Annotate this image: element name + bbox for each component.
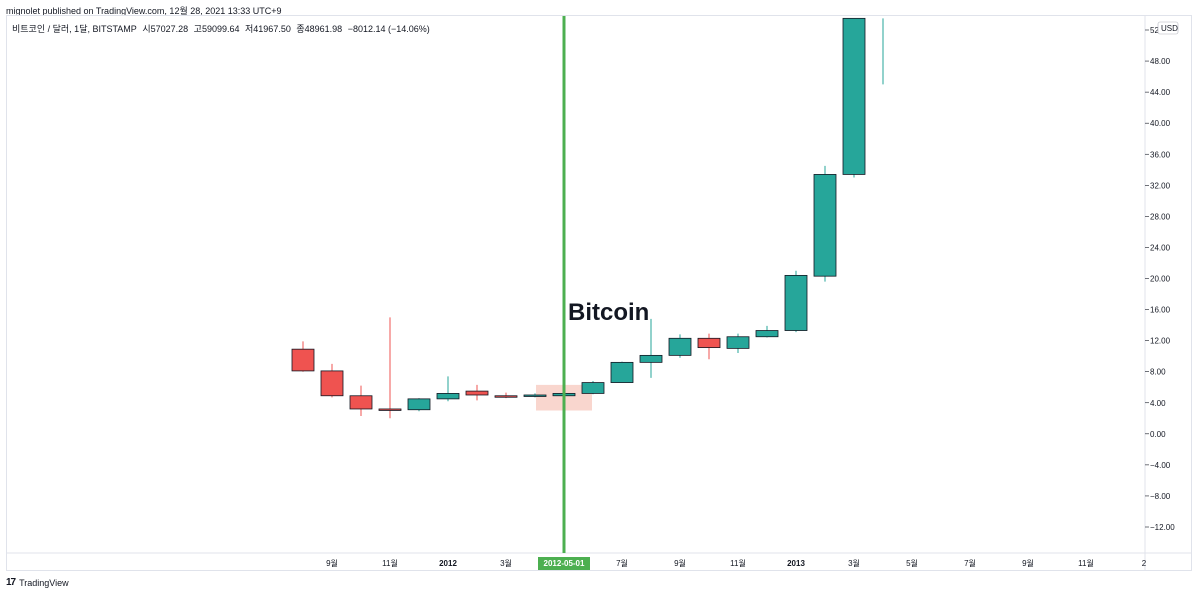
x-tick-label: 11월 bbox=[1078, 558, 1094, 568]
candle-body[interactable] bbox=[436, 393, 460, 400]
symbol-legend: 비트코인 / 달러, 1달, BITSTAMP 시57027.28 고59099… bbox=[12, 22, 433, 35]
footer-brand: TradingView bbox=[19, 577, 69, 588]
candle-body[interactable] bbox=[610, 361, 634, 383]
y-tick-label: 8.00 bbox=[1150, 368, 1166, 377]
y-tick-label: 36.00 bbox=[1150, 150, 1171, 159]
x-tick-label: 2 bbox=[1142, 559, 1147, 568]
candle-body[interactable] bbox=[291, 348, 315, 372]
candle-body[interactable] bbox=[813, 174, 837, 277]
x-tick-label: 9월 bbox=[1022, 558, 1034, 568]
tradingview-logo-icon: 17 bbox=[6, 577, 16, 588]
y-tick-label: 20.00 bbox=[1150, 275, 1171, 284]
x-tick-label: 5월 bbox=[906, 558, 918, 568]
legend-open: 시57027.28 bbox=[142, 24, 189, 34]
x-tick-label: 2012 bbox=[439, 559, 457, 568]
candle-body[interactable] bbox=[842, 17, 866, 175]
x-tick-label: 11월 bbox=[382, 558, 398, 568]
x-tick-label: 7월 bbox=[616, 558, 628, 568]
x-tick-label: 3월 bbox=[500, 558, 512, 568]
footer-branding[interactable]: 17 TradingView bbox=[6, 577, 69, 588]
legend-high: 고59099.64 bbox=[193, 24, 240, 34]
x-tick-label: 11월 bbox=[730, 558, 746, 568]
candle-body[interactable] bbox=[697, 337, 721, 349]
candle-body[interactable] bbox=[668, 337, 692, 356]
y-tick-label: 24.00 bbox=[1150, 243, 1171, 252]
crosshair-date-label: 2012-05-01 bbox=[544, 559, 585, 568]
y-tick-label: 48.00 bbox=[1150, 57, 1171, 66]
candle-body[interactable] bbox=[581, 382, 605, 394]
candle-body[interactable] bbox=[639, 354, 663, 363]
y-tick-label: 4.00 bbox=[1150, 399, 1166, 408]
candle-body[interactable] bbox=[465, 390, 489, 396]
candle-body[interactable] bbox=[755, 330, 779, 338]
candle-body[interactable] bbox=[349, 395, 373, 410]
y-tick-label: 12.00 bbox=[1150, 337, 1171, 346]
y-tick-label: 40.00 bbox=[1150, 119, 1171, 128]
candle-body[interactable] bbox=[523, 394, 547, 397]
y-tick-label: 44.00 bbox=[1150, 88, 1171, 97]
y-tick-label: −12.00 bbox=[1150, 523, 1175, 532]
candle-body[interactable] bbox=[407, 398, 431, 411]
x-tick-label: 7월 bbox=[964, 558, 976, 568]
y-tick-label: −4.00 bbox=[1150, 461, 1171, 470]
legend-change: −8012.14 (−14.06%) bbox=[347, 24, 430, 34]
legend-close: 종48961.98 bbox=[296, 24, 343, 34]
published-line: mignolet published on TradingView.com, 1… bbox=[6, 6, 282, 16]
chart-frame bbox=[6, 15, 1192, 571]
y-tick-label: 32.00 bbox=[1150, 181, 1171, 190]
y-tick-label: 0.00 bbox=[1150, 430, 1166, 439]
legend-symbol: 비트코인 / 달러, 1달, BITSTAMP bbox=[12, 24, 137, 34]
candle-body[interactable] bbox=[784, 274, 808, 331]
x-tick-label: 3월 bbox=[848, 558, 860, 568]
candle-body[interactable] bbox=[726, 336, 750, 349]
currency-badge[interactable] bbox=[1157, 21, 1179, 35]
candle-body[interactable] bbox=[320, 370, 344, 397]
bitcoin-annotation: Bitcoin bbox=[568, 299, 649, 326]
legend-low: 저41967.50 bbox=[245, 24, 291, 34]
currency-label: USD bbox=[1161, 24, 1178, 33]
candle-body[interactable] bbox=[494, 395, 518, 398]
x-tick-label: 9월 bbox=[326, 558, 338, 568]
y-tick-label: −8.00 bbox=[1150, 492, 1171, 501]
crosshair-date-badge bbox=[538, 557, 590, 570]
candle-body[interactable] bbox=[378, 408, 402, 411]
x-tick-label: 2013 bbox=[787, 559, 805, 568]
y-tick-label: 28.00 bbox=[1150, 212, 1171, 221]
y-tick-label: 16.00 bbox=[1150, 306, 1171, 315]
x-tick-label: 9월 bbox=[674, 558, 686, 568]
